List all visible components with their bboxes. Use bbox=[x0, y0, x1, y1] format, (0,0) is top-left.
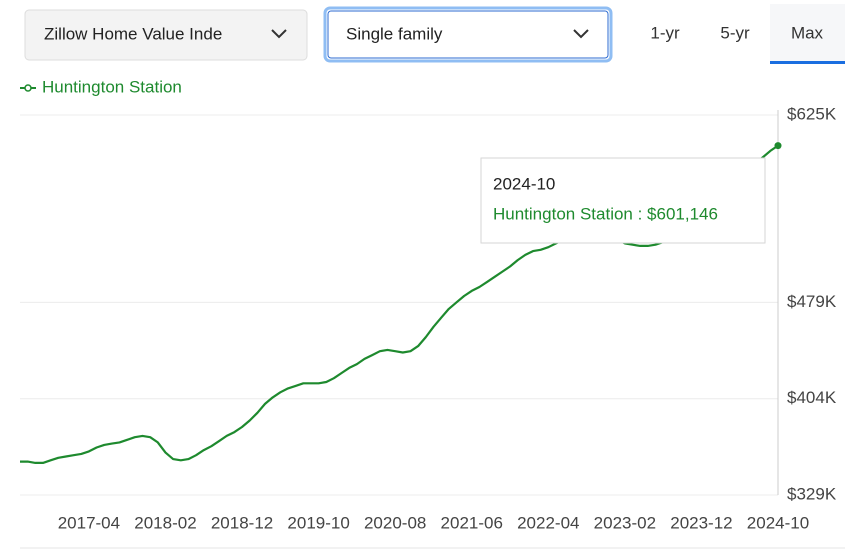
tooltip bbox=[480, 157, 766, 244]
x-tick-label: 2023-12 bbox=[670, 513, 732, 532]
legend-marker bbox=[24, 84, 32, 92]
tab-bg[interactable] bbox=[770, 4, 845, 62]
range-tab[interactable]: Max bbox=[791, 23, 824, 42]
y-tick-label: $329K bbox=[787, 484, 837, 503]
range-tabs: 1-yr 5-yr Max bbox=[650, 4, 845, 64]
x-tick-label: 2018-12 bbox=[211, 513, 273, 532]
dropdown-label[interactable]: Single family bbox=[346, 24, 443, 43]
x-tick-label: 2024-10 bbox=[747, 513, 809, 532]
dropdown-focus bbox=[327, 10, 609, 59]
y-tick-label: $479K bbox=[787, 292, 837, 311]
x-tick-label: 2022-04 bbox=[517, 513, 579, 532]
x-tick-label: 2019-10 bbox=[287, 513, 349, 532]
chevron[interactable] bbox=[271, 29, 287, 39]
x-tick-label: 2023-02 bbox=[594, 513, 656, 532]
tooltip-label: Huntington Station : $601,146 bbox=[493, 204, 718, 223]
range-tab[interactable]: 5-yr bbox=[720, 23, 750, 42]
y-tick-label: $404K bbox=[787, 388, 837, 407]
range-tab[interactable]: 1-yr bbox=[650, 23, 680, 42]
chevron[interactable] bbox=[573, 29, 589, 39]
y-tick-label: $625K bbox=[787, 104, 837, 123]
x-tick-label: 2017-04 bbox=[58, 513, 120, 532]
x-tick-label: 2020-08 bbox=[364, 513, 426, 532]
x-tick-label: 2021-06 bbox=[441, 513, 503, 532]
plot: $329K $404K $479K $625K 2017-04 2018-02 2018-1… bbox=[20, 104, 837, 532]
dropdown-label[interactable]: Zillow Home Value Inde bbox=[44, 24, 222, 43]
tooltip-title: 2024-10 bbox=[493, 174, 555, 193]
x-tick-label: 2018-02 bbox=[134, 513, 196, 532]
dropdown-box[interactable] bbox=[323, 6, 613, 63]
hover-point bbox=[774, 142, 782, 150]
dropdown-box[interactable] bbox=[24, 9, 308, 61]
series-line bbox=[20, 144, 779, 464]
legend-label: Huntington Station bbox=[42, 77, 182, 96]
tab-underline bbox=[770, 61, 845, 64]
